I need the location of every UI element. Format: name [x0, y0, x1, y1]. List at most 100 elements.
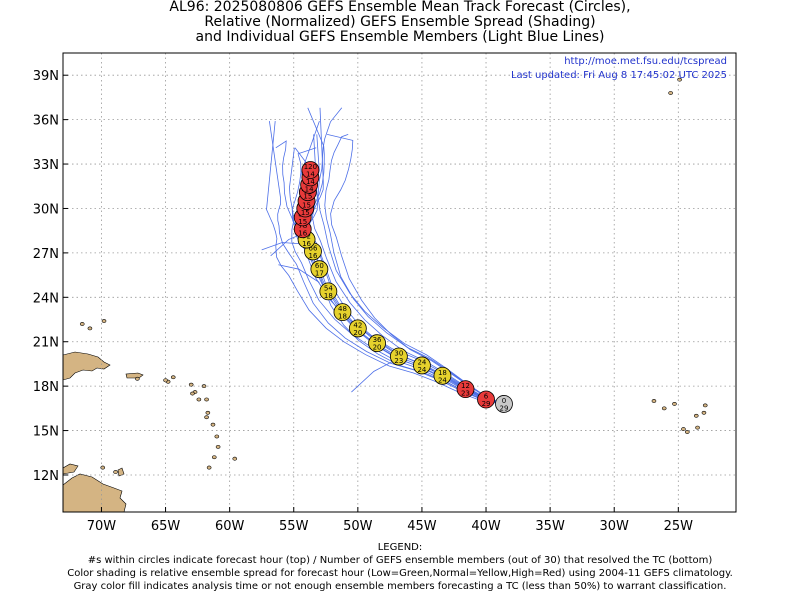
title-line-2: Relative (Normalized) GEFS Ensemble Spre…	[204, 14, 596, 30]
island	[170, 375, 176, 380]
island	[651, 399, 657, 403]
y-tick-label: 27N	[33, 247, 59, 262]
island	[135, 376, 140, 381]
land-trinidad	[117, 467, 125, 477]
island	[681, 427, 686, 431]
member-count-label: 18	[338, 313, 347, 321]
track-circle	[348, 319, 367, 338]
member-count-label: 16	[298, 230, 307, 238]
member-count-label: 23	[394, 357, 403, 365]
member-count-label: 15	[301, 209, 310, 217]
member-count-label: 29	[500, 404, 509, 412]
ensemble-member-track	[266, 121, 505, 405]
y-tick-label: 24N	[33, 291, 59, 306]
island	[196, 397, 202, 402]
member-count-label: 17	[315, 270, 324, 278]
lat-lon-grid	[63, 53, 736, 512]
member-count-label: 14	[306, 170, 315, 178]
last-updated: Last updated: Fri Aug 8 17:45:02 UTC 202…	[511, 70, 727, 81]
track-circle	[389, 347, 408, 366]
track-circle	[433, 366, 452, 385]
forecast-hour-label: 54	[324, 284, 333, 292]
member-count-label: 29	[482, 400, 491, 408]
ensemble-member-track	[317, 107, 505, 405]
member-count-label: 15	[303, 193, 312, 201]
member-count-label: 14	[305, 185, 314, 193]
island	[684, 430, 690, 434]
track-circle	[333, 303, 352, 322]
island	[87, 326, 93, 331]
member-count-label: 20	[373, 344, 382, 352]
island	[232, 456, 238, 461]
legend-line-2: Color shading is relative ensemble sprea…	[67, 568, 733, 579]
legend-heading: LEGEND:	[377, 542, 423, 553]
track-circle	[368, 334, 386, 353]
member-count-label: 14	[306, 178, 315, 186]
track-circle	[319, 282, 338, 301]
island	[215, 444, 221, 449]
legend-line-3: Gray color fill indicates analysis time …	[73, 581, 727, 592]
x-tick-label: 40W	[471, 519, 501, 534]
y-tick-label: 18N	[33, 380, 59, 395]
member-count-label: 24	[438, 376, 447, 384]
x-tick-label: 65W	[151, 519, 181, 534]
track-circle	[413, 356, 431, 375]
y-tick-label: 36N	[33, 114, 59, 129]
forecast-hour-label: 120	[304, 163, 317, 171]
ensemble-member-track	[307, 107, 505, 405]
island	[188, 382, 194, 387]
ensemble-member-track	[351, 359, 397, 393]
x-tick-label: 35W	[535, 519, 565, 534]
ensemble-member-track	[269, 121, 505, 405]
island	[210, 422, 216, 427]
source-url[interactable]: http://moe.met.fsu.edu/tcspread	[564, 56, 727, 67]
forecast-hour-label: 36	[373, 336, 382, 344]
y-tick-label: 33N	[33, 158, 59, 173]
land-masses	[63, 351, 144, 512]
x-tick-label: 25W	[664, 519, 694, 534]
island	[695, 425, 700, 430]
member-count-label: 23	[461, 390, 470, 398]
mean-track-circles: 0296291223182424243023362042204818541860…	[293, 161, 513, 413]
island	[79, 322, 85, 326]
y-tick-label: 21N	[33, 336, 59, 351]
island	[201, 384, 207, 389]
land-hispaniola	[63, 351, 111, 381]
forecast-hour-label: 12	[461, 382, 470, 390]
land-puerto-rico	[125, 372, 144, 379]
title-line-3: and Individual GEFS Ensemble Members (Li…	[195, 29, 605, 45]
legend: LEGEND: #s within circles indicate forec…	[0, 541, 800, 593]
y-tick-label: 39N	[33, 69, 59, 84]
member-count-label: 20	[353, 329, 362, 337]
island	[205, 410, 211, 415]
y-tick-label: 12N	[33, 469, 59, 484]
forecast-hour-label: 18	[438, 369, 447, 377]
forecast-hour-label: 24	[417, 358, 426, 366]
x-tick-label: 30W	[600, 519, 630, 534]
ensemble-member-track	[289, 147, 505, 405]
track-circle	[310, 260, 329, 279]
x-axis-ticks: 70W 65W 60W 55W 50W 45W 40W 35W 30W 25W	[87, 507, 693, 534]
track-circle	[495, 395, 513, 413]
track-circle	[477, 390, 495, 409]
legend-line-1: #s within circles indicate forecast hour…	[87, 555, 713, 566]
island	[668, 91, 673, 95]
member-count-label: 18	[324, 292, 333, 300]
island	[204, 397, 209, 402]
member-count-label: 24	[417, 366, 426, 374]
y-axis-ticks: 12N 15N 18N 21N 24N 27N 30N 33N 36N 39N	[33, 69, 68, 484]
small-islands	[79, 77, 708, 474]
forecast-hour-label: 66	[309, 244, 318, 252]
member-count-label: 16	[302, 240, 311, 248]
island	[661, 406, 667, 411]
island	[701, 410, 707, 415]
